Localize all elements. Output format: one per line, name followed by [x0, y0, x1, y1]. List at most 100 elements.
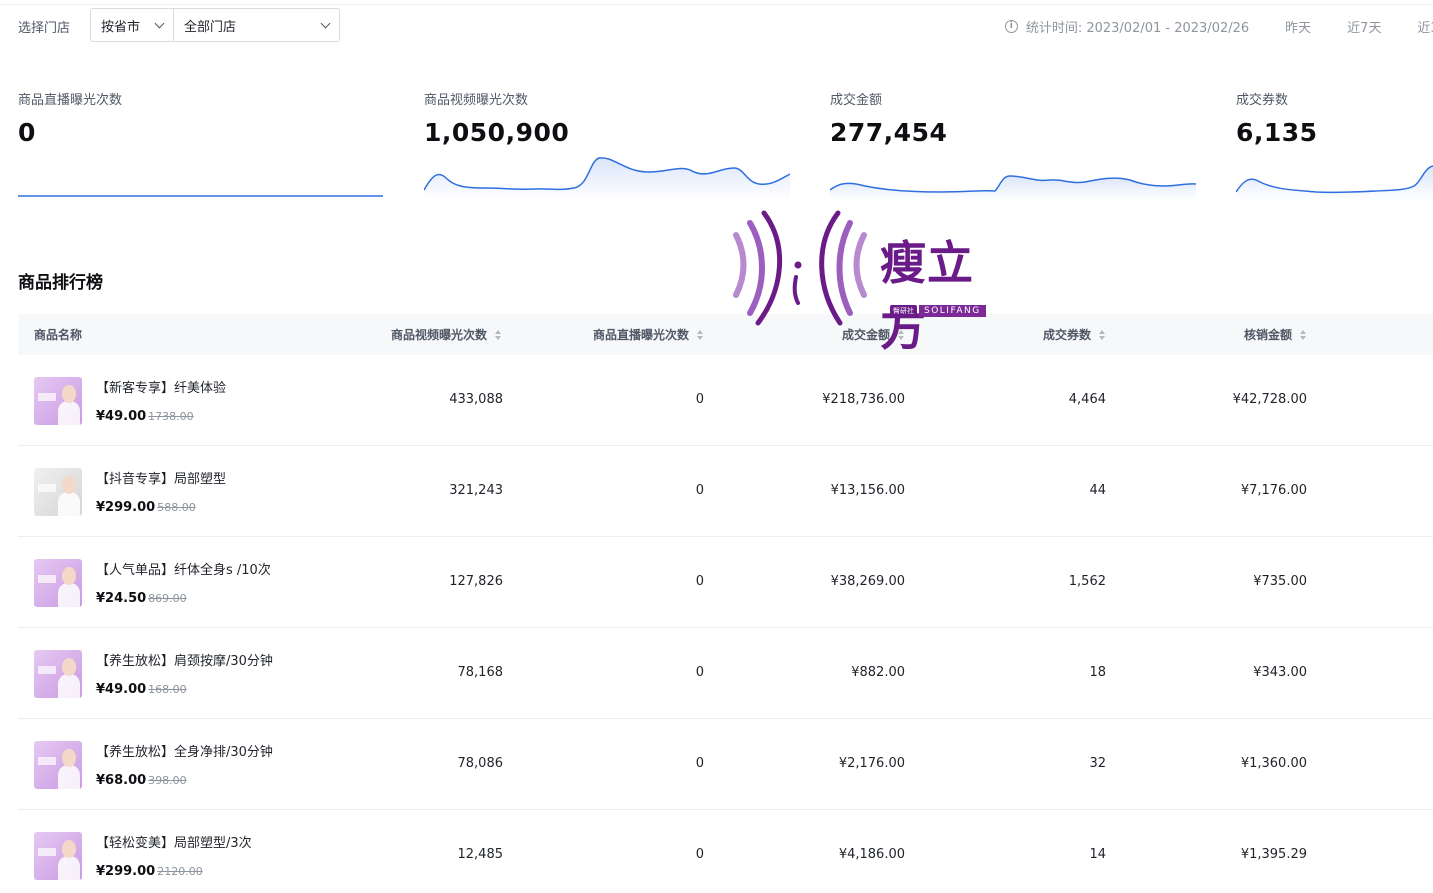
cell-live-exposure: 0	[695, 392, 704, 407]
product-thumbnail[interactable]	[34, 377, 82, 425]
product-price: ¥299.00	[96, 500, 156, 515]
product-thumbnail[interactable]	[34, 741, 82, 789]
product-original-price: 168.00	[148, 683, 187, 696]
thumbnail-figure	[58, 765, 80, 789]
cell-deal-amount: ¥13,156.00	[830, 483, 905, 498]
product-name[interactable]: 【人气单品】纤体全身s /10次	[96, 563, 271, 578]
store-select-value: 全部门店	[184, 19, 237, 35]
col-header-label: 成交券数	[1042, 328, 1091, 342]
cell-live-exposure: 0	[695, 756, 704, 771]
product-price-line: ¥49.00 168.00	[96, 678, 187, 697]
table-row[interactable]: 【养生放松】全身净排/30分钟 ¥68.00 398.00 78,086 0 ¥2,176…	[18, 719, 1433, 810]
thumbnail-face	[62, 658, 76, 676]
product-name[interactable]: 【抖音专享】局部塑型	[96, 472, 227, 487]
table-row[interactable]: 【轻松变美】局部塑型/3次 ¥299.00 2120.00 12,485 0 ¥4,186…	[18, 810, 1433, 893]
metric-card-live-exposure[interactable]: 商品直播曝光次数 0	[18, 89, 384, 147]
thumbnail-face	[62, 840, 76, 858]
metric-label: 成交券数	[1236, 93, 1289, 108]
metric-value: 1,050,900	[424, 118, 570, 147]
product-original-price: 2120.00	[157, 865, 203, 878]
cell-video-exposure: 78,168	[457, 665, 504, 680]
stat-time-text: 统计时间: 2023/02/01 - 2023/02/26	[1025, 20, 1250, 36]
sort-icon[interactable]	[1300, 329, 1306, 340]
sparkline-deal-amount	[830, 175, 1196, 200]
product-price: ¥24.50	[96, 591, 147, 606]
top-divider	[0, 4, 1433, 5]
thumbnail-text-block	[38, 757, 56, 765]
province-select[interactable]: 按省市	[91, 9, 174, 41]
table-row[interactable]: 【新客专享】纤美体验 ¥49.00 1738.00 433,088 0 ¥218,736.…	[18, 355, 1433, 446]
product-price-line: ¥299.00 2120.00	[96, 860, 203, 879]
col-header-live-exposure[interactable]: 商品直播曝光次数	[593, 326, 703, 343]
table-row[interactable]: 【抖音专享】局部塑型 ¥299.00 588.00 321,243 0 ¥13,156.0…	[18, 446, 1433, 537]
thumbnail-text-block	[38, 848, 56, 856]
col-header-label: 核销金额	[1243, 328, 1292, 342]
cell-coupons: 44	[1089, 483, 1106, 498]
cell-coupons: 4,464	[1068, 392, 1106, 407]
metric-card-deal-amount[interactable]: 成交金额 277,454	[830, 89, 1196, 147]
brand-tag-label: 臀研社	[890, 305, 917, 317]
thumbnail-figure	[58, 401, 80, 425]
product-thumbnail[interactable]	[34, 559, 82, 607]
product-name[interactable]: 【养生放松】肩颈按摩/30分钟	[96, 654, 273, 669]
table-row[interactable]: 【人气单品】纤体全身s /10次 ¥24.50 869.00 127,826 0 ¥38,…	[18, 537, 1433, 628]
col-header-deal-amount[interactable]: 成交金额	[842, 326, 904, 343]
store-select-group: 按省市 全部门店	[90, 8, 340, 42]
product-price-line: ¥68.00 398.00	[96, 769, 187, 788]
product-price: ¥68.00	[96, 773, 147, 788]
thumbnail-text-block	[38, 575, 56, 583]
cell-video-exposure: 78,086	[457, 756, 504, 771]
sparkline-live-exposure	[18, 195, 383, 197]
thumbnail-text-block	[38, 666, 56, 674]
sort-icon[interactable]	[1099, 329, 1105, 340]
thumbnail-face	[62, 567, 76, 585]
metric-label: 商品直播曝光次数	[18, 93, 123, 108]
store-filter-label: 选择门店	[18, 21, 71, 36]
product-thumbnail[interactable]	[34, 650, 82, 698]
cell-coupons: 32	[1089, 756, 1106, 771]
thumbnail-face	[62, 749, 76, 767]
cell-redeemed: ¥343.00	[1253, 665, 1307, 680]
table-header: 商品名称 商品视频曝光次数 商品直播曝光次数 成交金额 成交券数 核销金额	[18, 314, 1433, 355]
product-original-price: 869.00	[148, 592, 187, 605]
product-name[interactable]: 【养生放松】全身净排/30分钟	[96, 745, 273, 760]
cell-video-exposure: 127,826	[449, 574, 503, 589]
range-7days-button[interactable]: 近7天	[1347, 20, 1382, 36]
cell-video-exposure: 321,243	[449, 483, 503, 498]
product-price-line: ¥299.00 588.00	[96, 496, 196, 515]
product-original-price: 588.00	[157, 501, 196, 514]
col-header-redeemed[interactable]: 核销金额	[1244, 326, 1306, 343]
cell-deal-amount: ¥2,176.00	[838, 756, 905, 771]
range-30days-button[interactable]: 近30	[1417, 20, 1433, 36]
col-header-video-exposure[interactable]: 商品视频曝光次数	[391, 326, 501, 343]
col-header-label: 商品名称	[34, 328, 83, 342]
product-price-line: ¥49.00 1738.00	[96, 405, 194, 424]
table-row[interactable]: 【养生放松】肩颈按摩/30分钟 ¥49.00 168.00 78,168 0 ¥882.0…	[18, 628, 1433, 719]
range-yesterday-button[interactable]: 昨天	[1285, 20, 1312, 36]
cell-live-exposure: 0	[695, 665, 704, 680]
cell-redeemed: ¥7,176.00	[1240, 483, 1307, 498]
store-select[interactable]: 全部门店	[174, 9, 339, 41]
product-original-price: 398.00	[148, 774, 187, 787]
col-header-coupons[interactable]: 成交券数	[1043, 326, 1105, 343]
sort-icon[interactable]	[495, 329, 501, 340]
sort-icon[interactable]	[898, 329, 904, 340]
col-header-label: 成交金额	[841, 328, 890, 342]
product-name[interactable]: 【新客专享】纤美体验	[96, 381, 227, 396]
thumbnail-text-block	[38, 393, 56, 401]
cell-live-exposure: 0	[695, 483, 704, 498]
cell-deal-amount: ¥4,186.00	[838, 847, 905, 862]
product-name[interactable]: 【轻松变美】局部塑型/3次	[96, 836, 252, 851]
col-header-label: 商品直播曝光次数	[592, 328, 689, 342]
cell-redeemed: ¥1,360.00	[1240, 756, 1307, 771]
product-thumbnail[interactable]	[34, 468, 82, 516]
brand-wave-mark	[733, 210, 867, 326]
metric-card-video-exposure[interactable]: 商品视频曝光次数 1,050,900	[424, 89, 790, 147]
col-header-product: 商品名称	[34, 326, 82, 343]
sparkline-video-exposure	[424, 157, 790, 200]
sort-icon[interactable]	[697, 329, 703, 340]
product-thumbnail[interactable]	[34, 832, 82, 880]
ranking-table: 商品名称 商品视频曝光次数 商品直播曝光次数 成交金额 成交券数 核销金额 【新…	[18, 314, 1433, 893]
metric-label: 商品视频曝光次数	[424, 93, 529, 108]
metric-card-deal-coupons[interactable]: 成交券数 6,135	[1236, 89, 1433, 147]
